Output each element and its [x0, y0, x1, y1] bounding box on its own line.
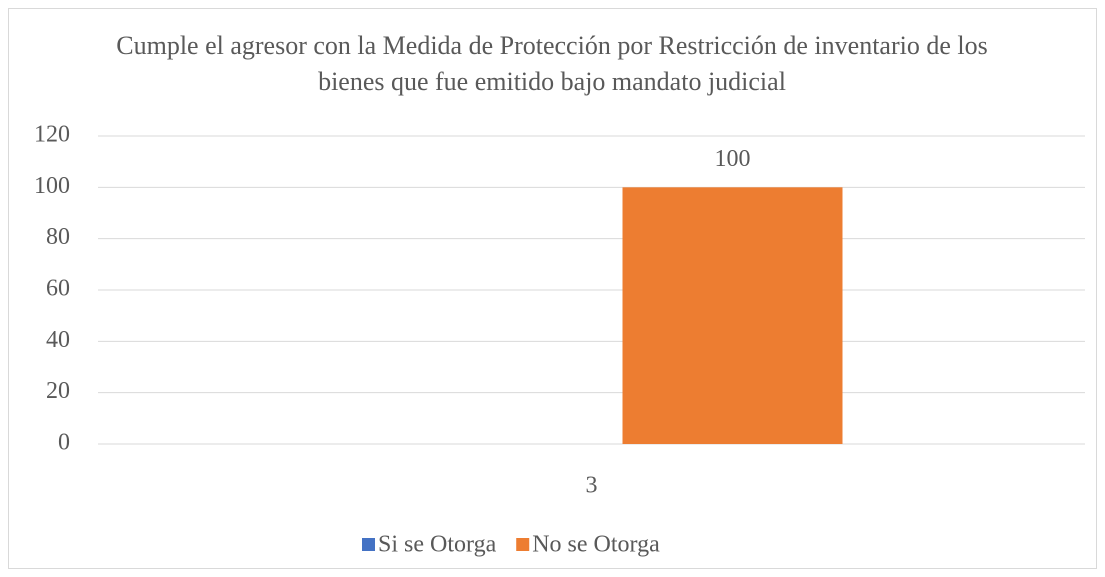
legend-label: No se Otorga [532, 532, 660, 558]
data-label: 100 [715, 146, 751, 172]
y-tick-label: 80 [46, 224, 70, 250]
y-tick-label: 100 [34, 173, 70, 199]
legend-swatch [516, 538, 530, 551]
y-tick-label: 0 [58, 430, 70, 456]
chart-border [8, 8, 1097, 569]
y-tick-label: 60 [46, 276, 70, 302]
legend-swatch [362, 538, 375, 551]
x-tick-label: 3 [586, 473, 598, 499]
bar [622, 187, 843, 445]
y-tick-label: 40 [46, 327, 70, 353]
y-tick-label: 20 [46, 378, 70, 404]
legend-label: Si se Otorga [378, 532, 497, 558]
chart-title: Cumple el agresor con la Medida de Prote… [116, 31, 988, 96]
y-tick-label: 120 [34, 122, 70, 148]
